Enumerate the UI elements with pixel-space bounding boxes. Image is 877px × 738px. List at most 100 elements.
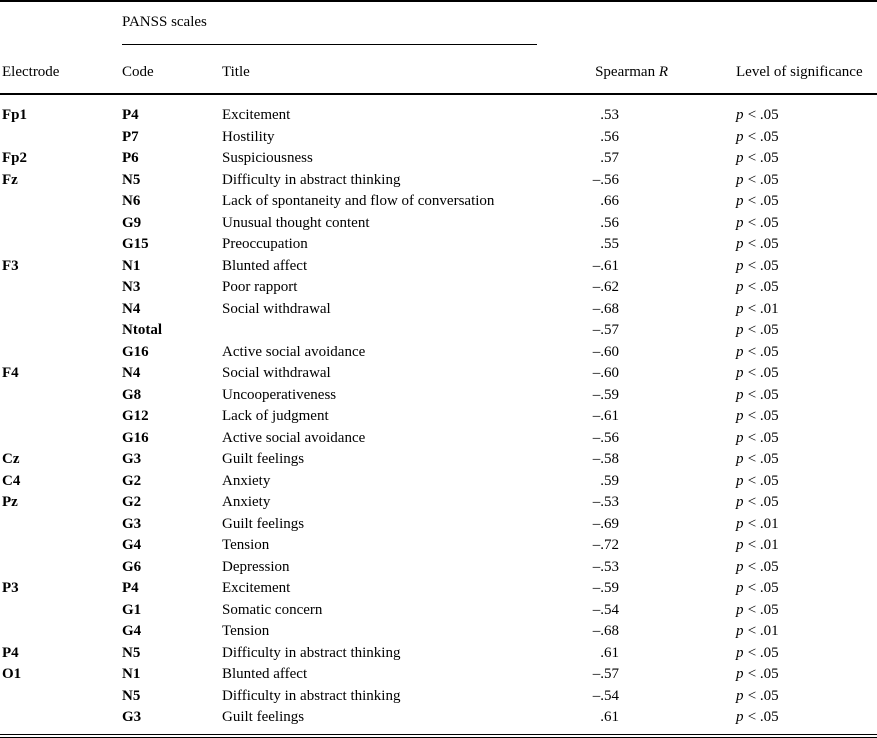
significance-value: < .01 — [747, 623, 779, 639]
spearman-cell: .61 — [600, 644, 619, 661]
electrode-cell — [0, 707, 122, 736]
significance-cell: p < .05 — [668, 707, 877, 736]
electrode-cell — [0, 514, 122, 536]
significance-cell: p < .05 — [668, 406, 877, 428]
table-row: Fp1 P4 Excitement .53 p < .05 — [0, 94, 877, 127]
p-symbol: p — [736, 558, 744, 575]
table-row: G16 Active social avoidance –.56 p < .05 — [0, 428, 877, 450]
electrode-cell — [0, 127, 122, 149]
table-row: N4 Social withdrawal –.68 p < .01 — [0, 299, 877, 321]
p-symbol: p — [736, 408, 744, 424]
table-row: G12 Lack of judgment –.61 p < .05 — [0, 406, 877, 428]
p-symbol: p — [736, 214, 744, 231]
p-symbol: p — [736, 236, 744, 252]
significance-value: < .05 — [747, 472, 779, 489]
code-cell: N1 — [122, 666, 141, 682]
title-cell: Lack of judgment — [222, 408, 329, 424]
code-cell: G1 — [122, 601, 142, 618]
spearman-cell: –.57 — [592, 322, 619, 338]
title-cell: Poor rapport — [222, 279, 298, 295]
column-header-electrode: Electrode — [0, 45, 122, 95]
significance-value: < .01 — [747, 300, 779, 317]
spearman-cell: .66 — [600, 193, 619, 209]
significance-value: < .05 — [747, 279, 779, 295]
p-symbol: p — [736, 580, 744, 596]
code-cell: P7 — [122, 128, 139, 145]
title-cell: Social withdrawal — [222, 300, 331, 317]
spearman-cell: –.68 — [592, 623, 619, 639]
spearman-label: Spearman — [595, 64, 656, 80]
significance-value: < .05 — [747, 580, 779, 596]
table-row: G3 Guilt feelings –.69 p < .01 — [0, 514, 877, 536]
electrode-cell: P4 — [2, 644, 19, 661]
title-cell: Guilt feelings — [222, 451, 305, 467]
column-header-row: Electrode Code Title Spearman R Level of … — [0, 45, 877, 95]
significance-value: < .05 — [747, 494, 779, 510]
p-symbol: p — [736, 193, 744, 209]
spearman-cell: –.53 — [592, 558, 619, 575]
table-row: Cz G3 Guilt feelings –.58 p < .05 — [0, 449, 877, 471]
electrode-cell — [0, 320, 122, 342]
significance-cell: p < .05 — [668, 277, 877, 299]
title-cell: Unusual thought content — [222, 214, 370, 231]
p-symbol: p — [736, 150, 744, 166]
title-cell: Tension — [222, 623, 270, 639]
spearman-cell: .59 — [600, 472, 619, 489]
significance-value: < .05 — [747, 343, 779, 360]
significance-cell: p < .05 — [668, 578, 877, 600]
significance-value: < .05 — [747, 107, 779, 123]
title-cell: Uncooperativeness — [222, 386, 337, 403]
p-symbol: p — [736, 279, 744, 295]
code-cell: N5 — [122, 687, 141, 704]
table-row: G9 Unusual thought content .56 p < .05 — [0, 213, 877, 235]
title-cell: Social withdrawal — [222, 365, 331, 381]
code-cell: N5 — [122, 171, 141, 188]
electrode-cell: P3 — [2, 580, 19, 596]
spearman-cell: –.69 — [592, 515, 619, 532]
header-spacer — [0, 1, 122, 45]
significance-value: < .05 — [747, 386, 779, 403]
significance-cell: p < .05 — [668, 449, 877, 471]
group-header-row: PANSS scales — [0, 1, 877, 45]
title-cell: Suspiciousness — [222, 150, 313, 166]
spearman-cell: .61 — [600, 709, 619, 725]
column-header-significance: Level of significance — [668, 45, 877, 95]
spearman-cell: –.62 — [592, 279, 619, 295]
spearman-cell: .56 — [600, 214, 619, 231]
table-row: G3 Guilt feelings .61 p < .05 — [0, 707, 877, 736]
electrode-cell — [0, 557, 122, 579]
significance-value: < .05 — [747, 257, 779, 274]
electrode-cell — [0, 621, 122, 643]
spearman-cell: –.54 — [592, 687, 619, 704]
electrode-cell: C4 — [2, 472, 21, 489]
electrode-cell: Fz — [2, 171, 18, 188]
title-cell: Difficulty in abstract thinking — [222, 687, 401, 704]
p-symbol: p — [736, 537, 744, 553]
table-row: N6 Lack of spontaneity and flow of conver… — [0, 191, 877, 213]
p-symbol: p — [736, 666, 744, 682]
code-cell: G2 — [122, 472, 142, 489]
significance-cell: p < .05 — [668, 664, 877, 686]
spearman-cell: .57 — [600, 150, 619, 166]
table-row: N3 Poor rapport –.62 p < .05 — [0, 277, 877, 299]
table-row: Ntotal –.57 p < .05 — [0, 320, 877, 342]
title-cell: Preoccupation — [222, 236, 308, 252]
spearman-cell: –.60 — [592, 365, 619, 381]
code-cell: G3 — [122, 451, 142, 467]
p-symbol: p — [736, 343, 744, 360]
code-cell: G8 — [122, 386, 142, 403]
code-cell: G6 — [122, 558, 142, 575]
table-row: G8 Uncooperativeness –.59 p < .05 — [0, 385, 877, 407]
header-spacer — [570, 1, 668, 45]
significance-value: < .05 — [747, 128, 779, 145]
table-row: Fz N5 Difficulty in abstract thinking –.56 p… — [0, 170, 877, 192]
significance-value: < .05 — [747, 709, 779, 725]
table-row: G16 Active social avoidance –.60 p < .05 — [0, 342, 877, 364]
significance-value: < .01 — [747, 515, 779, 532]
electrode-cell — [0, 234, 122, 256]
p-symbol: p — [736, 494, 744, 510]
significance-cell: p < .05 — [668, 428, 877, 450]
significance-cell: p < .05 — [668, 385, 877, 407]
spearman-cell: –.59 — [592, 580, 619, 596]
p-symbol: p — [736, 128, 744, 145]
